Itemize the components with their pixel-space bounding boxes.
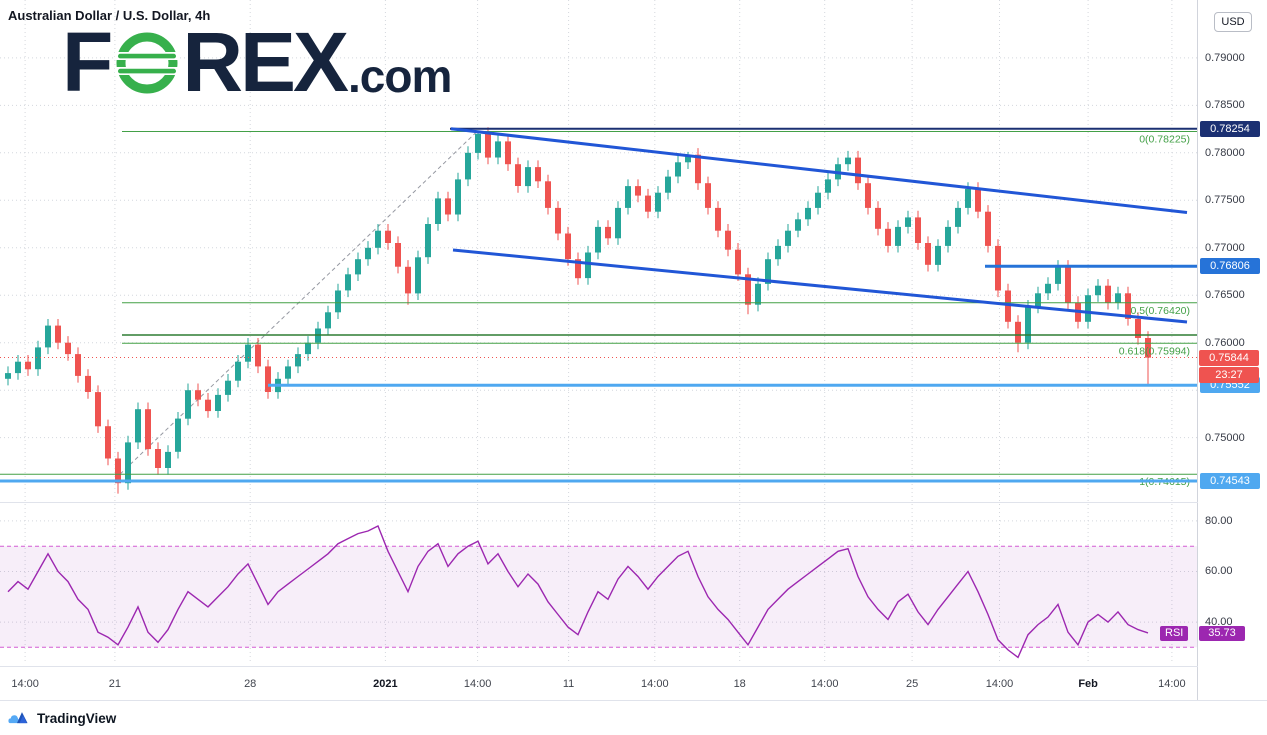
time-axis[interactable]: 14:00 21 28 2021 14:00 11 14:00 18 14:00 25 14:00 F… bbox=[0, 667, 1197, 701]
trend-lines[interactable] bbox=[450, 127, 1188, 324]
rsi-line[interactable] bbox=[7, 525, 1149, 659]
usd-button[interactable]: USD bbox=[1214, 12, 1252, 32]
price-tick-label: 0.76500 bbox=[1205, 289, 1245, 302]
forex-logo-rex: REX bbox=[182, 15, 349, 109]
symbol-title: Australian Dollar / U.S. Dollar, 4h bbox=[8, 8, 211, 23]
tradingview-logo[interactable]: TradingView bbox=[8, 710, 116, 726]
candles bbox=[5, 127, 1151, 494]
price-tick-label: 0.78000 bbox=[1205, 146, 1245, 159]
rsi-tick-label: 80.00 bbox=[1205, 514, 1233, 527]
rsi-label: RSI bbox=[1160, 625, 1189, 641]
time-tick-label: 21 bbox=[108, 678, 122, 690]
price-tick-label: 0.79000 bbox=[1205, 51, 1245, 64]
tradingview-text: TradingView bbox=[37, 710, 117, 726]
time-tick-label: 25 bbox=[905, 678, 919, 690]
time-tick-label: 14:00 bbox=[810, 678, 839, 690]
price-line-label: 0.76806 bbox=[1200, 258, 1260, 275]
rsi-tick-label: 40.00 bbox=[1205, 616, 1233, 629]
time-tick-label: 14:00 bbox=[463, 678, 492, 690]
price-line-label: 0.78254 bbox=[1200, 120, 1260, 137]
price-tick-label: 0.78500 bbox=[1205, 99, 1245, 112]
last-price-label: 0.75844 bbox=[1199, 349, 1259, 366]
time-tick-label: 18 bbox=[733, 678, 746, 690]
svg-text:0(0.78225): 0(0.78225) bbox=[1139, 134, 1190, 146]
rsi-value-label: 35.73 bbox=[1199, 625, 1245, 641]
forex-logo: F REX .com bbox=[62, 15, 452, 109]
forex-logo-o-icon bbox=[115, 32, 180, 94]
chart-pane[interactable]: 0(0.78225)0.5(0.76420)0.618(0.75994)1(0.… bbox=[0, 0, 1197, 667]
price-tick-label: 0.77500 bbox=[1205, 194, 1245, 207]
price-tick-label: 0.77000 bbox=[1205, 241, 1245, 254]
rsi-tick-label: 60.00 bbox=[1205, 565, 1233, 578]
svg-text:0.618(0.75994): 0.618(0.75994) bbox=[1119, 345, 1190, 357]
price-line-label: 0.74543 bbox=[1200, 473, 1260, 489]
forex-logo-suffix: .com bbox=[348, 49, 452, 102]
fib-levels[interactable]: 0(0.78225)0.5(0.76420)0.618(0.75994)1(0.… bbox=[0, 131, 1197, 489]
pane-separator[interactable] bbox=[0, 502, 1267, 503]
time-tick-label: 14:00 bbox=[641, 678, 669, 690]
time-tick-label: 28 bbox=[244, 678, 257, 690]
price-tick-label: 0.76000 bbox=[1205, 336, 1245, 349]
time-axis-separator bbox=[0, 666, 1267, 667]
tradingview-cloud-icon bbox=[8, 712, 28, 724]
bottom-bar: TradingView bbox=[0, 701, 1267, 735]
bar-countdown-label: 23:27 bbox=[1199, 366, 1259, 383]
axis-separator bbox=[1197, 0, 1198, 701]
bottom-separator bbox=[0, 700, 1267, 701]
rsi-band bbox=[0, 545, 1197, 648]
time-tick-label: 14:00 bbox=[985, 678, 1014, 690]
time-tick-label: 14:00 bbox=[1158, 678, 1186, 690]
price-tick-label: 0.75000 bbox=[1205, 431, 1245, 444]
time-tick-label: 14:00 bbox=[11, 678, 39, 690]
svg-text:0.5(0.76420): 0.5(0.76420) bbox=[1130, 305, 1190, 317]
horizontal-lines[interactable] bbox=[0, 127, 1197, 483]
time-tick-label: 11 bbox=[562, 678, 575, 690]
forex-logo-f: F bbox=[62, 15, 113, 109]
time-tick-label: 2021 bbox=[373, 678, 398, 690]
time-tick-label: Feb bbox=[1078, 678, 1098, 690]
price-axis[interactable]: USD 0.79000 0.78500 0.78000 0.77500 0.77000 0… bbox=[1198, 0, 1267, 667]
price-chart-canvas[interactable]: 0(0.78225)0.5(0.76420)0.618(0.75994)1(0.… bbox=[0, 0, 1197, 667]
